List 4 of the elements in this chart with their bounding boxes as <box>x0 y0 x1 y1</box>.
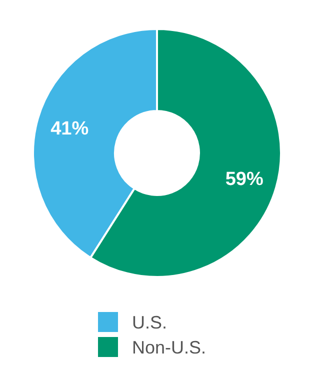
data-label: 41% <box>50 118 89 140</box>
legend-label: U.S. <box>132 312 168 332</box>
legend-label: Non-U.S. <box>132 337 206 358</box>
data-label: 59% <box>225 169 264 190</box>
